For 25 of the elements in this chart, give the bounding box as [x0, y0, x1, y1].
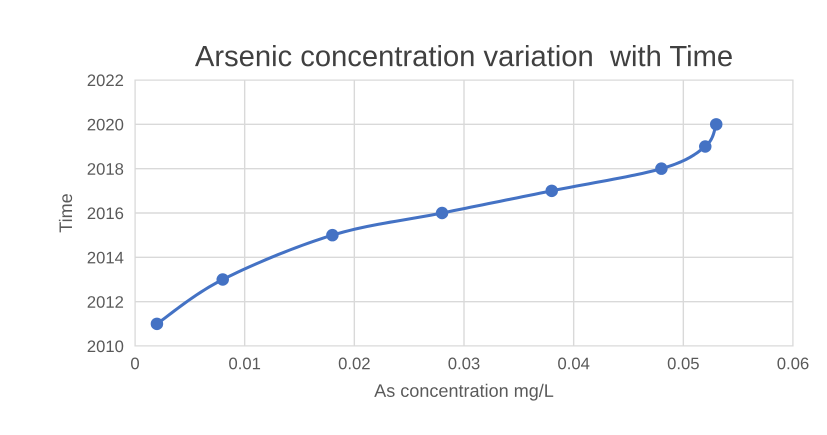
point [216, 273, 229, 286]
point [150, 318, 164, 330]
x-tick-label: 0.04 [558, 358, 590, 370]
point [710, 118, 722, 131]
x-tick-label: 0.02 [338, 358, 370, 370]
y-tick-label: 2012 [88, 296, 124, 308]
y-tick-label: 2018 [88, 163, 124, 175]
x-tick-label: 0.03 [448, 358, 480, 370]
point [436, 206, 448, 220]
y-tick-label: 2010 [88, 340, 124, 352]
chart-title: Arsenic concentration variation with Time [194, 44, 732, 66]
x-tick-label: 0.01 [229, 358, 260, 370]
point [655, 162, 668, 175]
y-axis-title: Time [58, 194, 72, 232]
x-tick-label: 0.06 [777, 358, 808, 370]
y-tick-label: 2014 [88, 252, 124, 264]
point [326, 228, 339, 242]
point [545, 184, 558, 198]
x-tick-label: 0 [131, 358, 139, 370]
x-axis-title: As concentration mg/L [374, 384, 554, 401]
y-tick-label: 2016 [88, 207, 124, 220]
x-tick-label: 0.05 [668, 358, 699, 370]
y-tick-label: 2020 [88, 118, 124, 131]
point [699, 140, 712, 153]
y-tick-label: 2022 [88, 74, 124, 86]
